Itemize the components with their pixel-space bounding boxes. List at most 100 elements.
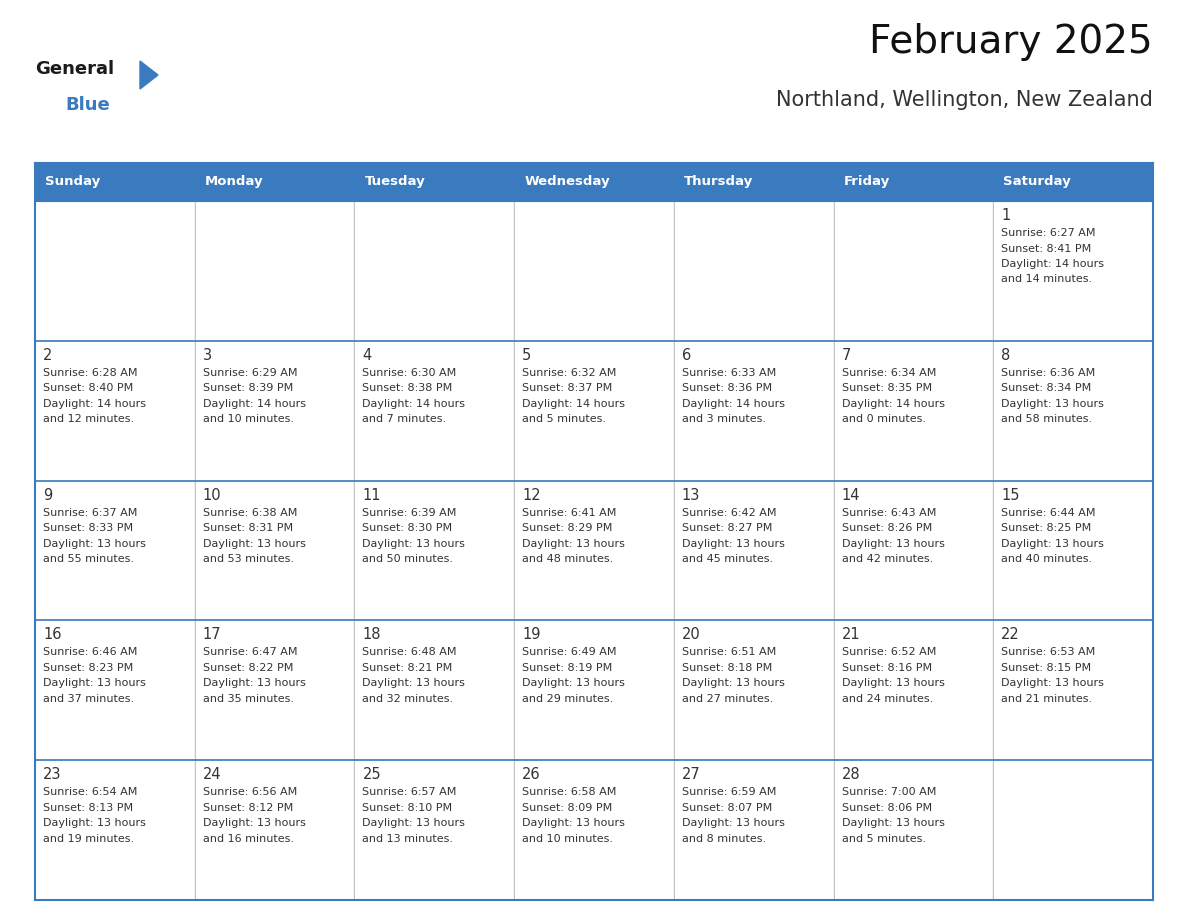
- Text: and 35 minutes.: and 35 minutes.: [203, 694, 293, 704]
- Text: 2: 2: [43, 348, 52, 363]
- Text: and 10 minutes.: and 10 minutes.: [523, 834, 613, 844]
- Text: Daylight: 13 hours: Daylight: 13 hours: [841, 818, 944, 828]
- Text: Sunrise: 6:58 AM: Sunrise: 6:58 AM: [523, 788, 617, 797]
- Text: Sunset: 8:36 PM: Sunset: 8:36 PM: [682, 384, 772, 393]
- Text: and 32 minutes.: and 32 minutes.: [362, 694, 454, 704]
- Text: Daylight: 14 hours: Daylight: 14 hours: [362, 398, 466, 409]
- Text: Daylight: 13 hours: Daylight: 13 hours: [1001, 398, 1104, 409]
- Text: Daylight: 13 hours: Daylight: 13 hours: [523, 539, 625, 549]
- Text: General: General: [34, 60, 114, 78]
- Text: 27: 27: [682, 767, 701, 782]
- Text: 7: 7: [841, 348, 851, 363]
- Text: Sunset: 8:18 PM: Sunset: 8:18 PM: [682, 663, 772, 673]
- Text: Sunset: 8:07 PM: Sunset: 8:07 PM: [682, 802, 772, 812]
- Text: Sunset: 8:41 PM: Sunset: 8:41 PM: [1001, 243, 1092, 253]
- Text: 22: 22: [1001, 627, 1020, 643]
- Bar: [516, 761, 672, 899]
- Text: Sunrise: 6:51 AM: Sunrise: 6:51 AM: [682, 647, 776, 657]
- Text: Sunset: 8:13 PM: Sunset: 8:13 PM: [43, 802, 133, 812]
- Bar: [994, 621, 1152, 759]
- Text: Sunday: Sunday: [45, 175, 100, 188]
- Text: Sunrise: 6:27 AM: Sunrise: 6:27 AM: [1001, 228, 1095, 238]
- Text: and 37 minutes.: and 37 minutes.: [43, 694, 134, 704]
- Text: Sunrise: 6:49 AM: Sunrise: 6:49 AM: [523, 647, 617, 657]
- Text: February 2025: February 2025: [870, 23, 1154, 61]
- Text: Sunrise: 6:32 AM: Sunrise: 6:32 AM: [523, 368, 617, 378]
- Text: Sunrise: 6:59 AM: Sunrise: 6:59 AM: [682, 788, 776, 797]
- Text: Sunrise: 6:53 AM: Sunrise: 6:53 AM: [1001, 647, 1095, 657]
- Bar: [675, 341, 833, 479]
- Bar: [196, 202, 353, 340]
- Text: Sunset: 8:22 PM: Sunset: 8:22 PM: [203, 663, 293, 673]
- Text: 6: 6: [682, 348, 691, 363]
- Text: Sunrise: 6:41 AM: Sunrise: 6:41 AM: [523, 508, 617, 518]
- Bar: [994, 341, 1152, 479]
- Bar: [34, 621, 1154, 760]
- Text: Daylight: 13 hours: Daylight: 13 hours: [203, 539, 305, 549]
- Text: Daylight: 13 hours: Daylight: 13 hours: [362, 678, 466, 688]
- Text: and 53 minutes.: and 53 minutes.: [203, 554, 293, 564]
- Text: and 40 minutes.: and 40 minutes.: [1001, 554, 1093, 564]
- Bar: [835, 482, 992, 620]
- Text: and 5 minutes.: and 5 minutes.: [841, 834, 925, 844]
- Text: 13: 13: [682, 487, 700, 502]
- Text: Daylight: 14 hours: Daylight: 14 hours: [523, 398, 625, 409]
- Text: Sunrise: 6:34 AM: Sunrise: 6:34 AM: [841, 368, 936, 378]
- Text: Sunset: 8:30 PM: Sunset: 8:30 PM: [362, 523, 453, 533]
- Text: 14: 14: [841, 487, 860, 502]
- Bar: [196, 482, 353, 620]
- Bar: [36, 621, 194, 759]
- Text: Sunrise: 6:36 AM: Sunrise: 6:36 AM: [1001, 368, 1095, 378]
- Text: and 8 minutes.: and 8 minutes.: [682, 834, 766, 844]
- Text: 17: 17: [203, 627, 221, 643]
- Bar: [516, 202, 672, 340]
- Text: 21: 21: [841, 627, 860, 643]
- Bar: [196, 761, 353, 899]
- Bar: [34, 163, 1154, 201]
- Text: Sunset: 8:25 PM: Sunset: 8:25 PM: [1001, 523, 1092, 533]
- Text: 25: 25: [362, 767, 381, 782]
- Bar: [36, 341, 194, 479]
- Text: Sunset: 8:09 PM: Sunset: 8:09 PM: [523, 802, 612, 812]
- Text: and 14 minutes.: and 14 minutes.: [1001, 274, 1093, 285]
- Text: Sunset: 8:34 PM: Sunset: 8:34 PM: [1001, 384, 1092, 393]
- Text: Daylight: 13 hours: Daylight: 13 hours: [362, 539, 466, 549]
- Bar: [34, 341, 1154, 481]
- Text: Saturday: Saturday: [1004, 175, 1072, 188]
- Text: Thursday: Thursday: [684, 175, 753, 188]
- Text: Sunrise: 6:33 AM: Sunrise: 6:33 AM: [682, 368, 776, 378]
- Text: Sunrise: 6:28 AM: Sunrise: 6:28 AM: [43, 368, 138, 378]
- Bar: [835, 341, 992, 479]
- Text: Daylight: 13 hours: Daylight: 13 hours: [1001, 539, 1104, 549]
- Text: Daylight: 13 hours: Daylight: 13 hours: [203, 678, 305, 688]
- Text: Daylight: 13 hours: Daylight: 13 hours: [841, 539, 944, 549]
- Text: Daylight: 14 hours: Daylight: 14 hours: [203, 398, 305, 409]
- Bar: [355, 621, 513, 759]
- Text: Sunrise: 7:00 AM: Sunrise: 7:00 AM: [841, 788, 936, 797]
- Bar: [355, 482, 513, 620]
- Bar: [36, 202, 194, 340]
- Text: Sunset: 8:23 PM: Sunset: 8:23 PM: [43, 663, 133, 673]
- Text: Sunset: 8:37 PM: Sunset: 8:37 PM: [523, 384, 612, 393]
- Text: Daylight: 13 hours: Daylight: 13 hours: [43, 539, 146, 549]
- Text: 11: 11: [362, 487, 381, 502]
- Text: and 58 minutes.: and 58 minutes.: [1001, 414, 1093, 424]
- Text: Sunrise: 6:37 AM: Sunrise: 6:37 AM: [43, 508, 138, 518]
- Text: Sunset: 8:35 PM: Sunset: 8:35 PM: [841, 384, 931, 393]
- Text: 9: 9: [43, 487, 52, 502]
- Text: Daylight: 13 hours: Daylight: 13 hours: [43, 818, 146, 828]
- Text: Sunset: 8:40 PM: Sunset: 8:40 PM: [43, 384, 133, 393]
- Text: and 55 minutes.: and 55 minutes.: [43, 554, 134, 564]
- Text: 1: 1: [1001, 208, 1011, 223]
- Text: and 12 minutes.: and 12 minutes.: [43, 414, 134, 424]
- Bar: [36, 482, 194, 620]
- Text: Daylight: 13 hours: Daylight: 13 hours: [682, 818, 785, 828]
- Text: Sunrise: 6:46 AM: Sunrise: 6:46 AM: [43, 647, 138, 657]
- Bar: [36, 761, 194, 899]
- Text: Sunset: 8:27 PM: Sunset: 8:27 PM: [682, 523, 772, 533]
- Text: Daylight: 13 hours: Daylight: 13 hours: [362, 818, 466, 828]
- Text: Daylight: 13 hours: Daylight: 13 hours: [682, 678, 785, 688]
- Text: and 29 minutes.: and 29 minutes.: [523, 694, 613, 704]
- Bar: [34, 481, 1154, 621]
- Bar: [994, 482, 1152, 620]
